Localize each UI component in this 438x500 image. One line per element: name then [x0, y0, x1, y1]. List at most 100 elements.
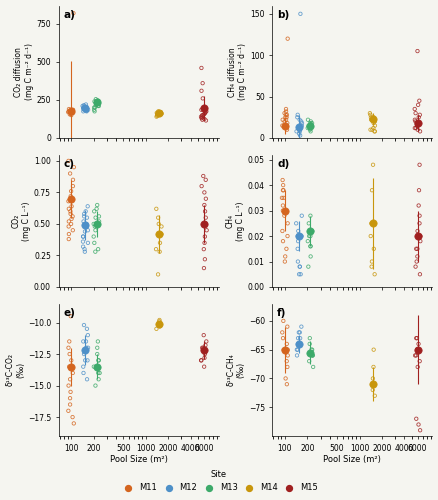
Point — [413, 334, 420, 342]
Point — [92, 101, 99, 109]
Point — [369, 374, 376, 382]
Point — [201, 264, 208, 272]
Point — [85, 239, 92, 247]
Point — [82, 104, 89, 112]
Point — [67, 194, 74, 202]
Point — [414, 126, 421, 134]
Point — [367, 126, 374, 134]
Point — [282, 374, 289, 382]
Point — [298, 232, 305, 240]
Point — [295, 124, 302, 132]
Point — [80, 108, 87, 116]
Point — [94, 350, 101, 358]
Point — [201, 201, 208, 209]
Point — [284, 352, 291, 360]
Point — [283, 108, 290, 116]
Point — [297, 270, 304, 278]
Point — [82, 106, 89, 114]
Point — [413, 245, 420, 253]
Point — [66, 362, 73, 370]
Point — [203, 226, 210, 234]
Point — [80, 369, 87, 377]
Point — [153, 109, 160, 117]
Point — [81, 350, 88, 358]
Point — [85, 106, 92, 114]
Point — [94, 344, 101, 352]
Point — [416, 357, 423, 365]
Point — [310, 363, 317, 371]
Point — [371, 122, 378, 130]
Point — [368, 262, 375, 270]
Point — [84, 325, 91, 333]
Point — [85, 331, 92, 339]
Point — [307, 242, 314, 250]
Y-axis label: CH₄ diffusion
(mg C m⁻² d⁻¹): CH₄ diffusion (mg C m⁻² d⁻¹) — [228, 44, 247, 100]
Point — [370, 114, 377, 122]
Point — [154, 112, 161, 120]
Point — [199, 116, 206, 124]
Point — [79, 238, 86, 246]
Point — [297, 128, 304, 136]
Point — [67, 362, 74, 370]
Point — [306, 340, 313, 348]
Point — [369, 380, 376, 388]
Point — [92, 226, 99, 234]
Point — [152, 245, 159, 253]
Point — [95, 100, 102, 108]
Point — [293, 220, 300, 228]
Point — [371, 116, 378, 124]
Point — [200, 344, 207, 352]
Point — [308, 346, 315, 354]
Point — [368, 186, 375, 194]
Point — [199, 94, 206, 102]
X-axis label: Pool Size (m²): Pool Size (m²) — [324, 456, 381, 464]
Point — [81, 212, 88, 220]
Text: f): f) — [277, 308, 286, 318]
Point — [198, 356, 205, 364]
Point — [415, 340, 422, 348]
Point — [201, 104, 208, 112]
Point — [411, 116, 418, 124]
Point — [198, 87, 205, 95]
Point — [70, 176, 77, 184]
Point — [91, 104, 98, 112]
Point — [296, 262, 303, 270]
Point — [65, 157, 72, 165]
Point — [283, 380, 290, 388]
Point — [67, 394, 74, 402]
Point — [81, 248, 88, 256]
Point — [370, 161, 377, 169]
Point — [279, 237, 286, 245]
Point — [371, 392, 378, 400]
Point — [82, 100, 89, 108]
Point — [200, 331, 207, 339]
Point — [155, 108, 162, 116]
Point — [66, 338, 73, 345]
Point — [307, 212, 314, 220]
Point — [279, 181, 286, 189]
Point — [156, 239, 163, 247]
Point — [82, 208, 89, 216]
Point — [307, 348, 314, 356]
Point — [412, 262, 419, 270]
Point — [283, 111, 290, 119]
Point — [369, 220, 376, 228]
Y-axis label: CH₄
(mg C L⁻¹): CH₄ (mg C L⁻¹) — [226, 201, 245, 240]
Point — [65, 218, 72, 226]
Point — [91, 222, 98, 230]
Point — [304, 124, 311, 132]
Point — [93, 220, 100, 228]
Point — [91, 106, 98, 114]
Point — [371, 128, 378, 136]
Point — [415, 119, 422, 127]
Point — [284, 322, 291, 330]
Point — [201, 104, 208, 112]
Point — [293, 346, 300, 354]
Point — [90, 232, 97, 240]
Text: e): e) — [64, 308, 75, 318]
Point — [309, 346, 316, 354]
Point — [284, 346, 291, 354]
Point — [283, 105, 290, 113]
Point — [415, 119, 422, 127]
Point — [81, 228, 88, 235]
